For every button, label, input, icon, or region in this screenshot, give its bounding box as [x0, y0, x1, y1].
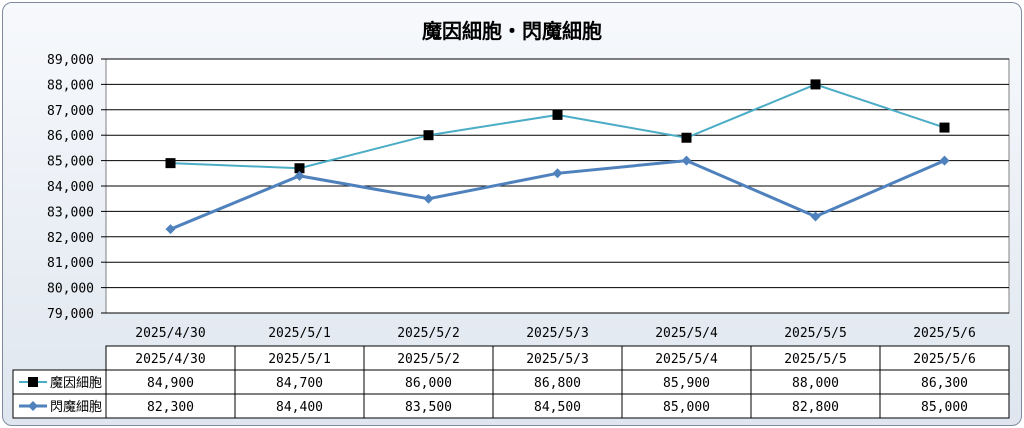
legend-label-2: 閃魔細胞 [50, 400, 102, 415]
table-header-cell: 2025/5/5 [784, 352, 847, 367]
data-point [810, 79, 821, 90]
chart-plot: 79,000 80,000 81,000 82,000 83,000 84,000 85,0… [12, 53, 1010, 419]
x-tick-label: 2025/5/3 [526, 326, 589, 341]
data-point [294, 163, 305, 174]
x-tick-label: 2025/5/1 [268, 326, 331, 341]
data-point [165, 158, 176, 169]
y-tick-label: 88,000 [47, 78, 94, 93]
table-cell: 86,800 [534, 376, 581, 391]
table-cell: 84,900 [147, 376, 194, 391]
table-header-cell: 2025/5/6 [913, 352, 976, 367]
table-cell: 82,300 [147, 400, 194, 415]
data-point [165, 224, 176, 235]
x-tick-label: 2025/5/6 [913, 326, 976, 341]
data-point [294, 170, 305, 181]
y-tick-label: 83,000 [47, 205, 94, 220]
table-cell: 84,500 [534, 400, 581, 415]
table-cell: 86,000 [405, 376, 452, 391]
data-point [552, 109, 563, 120]
y-tick-label: 89,000 [47, 53, 94, 68]
table-cell: 84,400 [276, 400, 323, 415]
table-header-cell: 2025/4/30 [135, 352, 205, 367]
x-tick-label: 2025/5/5 [784, 326, 847, 341]
y-tick-label: 87,000 [47, 104, 94, 119]
data-point [681, 132, 692, 143]
y-tick-label: 79,000 [47, 307, 94, 322]
data-point [423, 193, 434, 204]
legend-marker-1 [28, 377, 38, 387]
data-point [681, 155, 692, 166]
chart-title: 魔因細胞・閃魔細胞 [422, 19, 602, 43]
data-point [939, 122, 950, 133]
y-tick-label: 81,000 [47, 256, 94, 271]
legend-label-1: 魔因細胞 [50, 376, 102, 391]
table-cell: 85,900 [663, 376, 710, 391]
table-header-cell: 2025/5/1 [268, 352, 331, 367]
table-cell: 84,700 [276, 376, 323, 391]
data-point [939, 155, 950, 166]
table-cell: 85,000 [663, 400, 710, 415]
y-tick-label: 84,000 [47, 180, 94, 195]
table-cell: 82,800 [792, 400, 839, 415]
table-cell: 83,500 [405, 400, 452, 415]
table-header-cell: 2025/5/3 [526, 352, 589, 367]
table-header-row [105, 345, 1010, 371]
x-tick-label: 2025/4/30 [135, 326, 205, 341]
y-tick-label: 80,000 [47, 282, 94, 297]
table-header-cell: 2025/5/2 [397, 352, 460, 367]
data-point [423, 130, 434, 141]
data-point [810, 211, 821, 222]
table-cell: 86,300 [921, 376, 968, 391]
x-tick-label: 2025/5/4 [655, 326, 718, 341]
y-tick-label: 86,000 [47, 129, 94, 144]
legend-marker-2 [28, 401, 38, 411]
table-cell: 85,000 [921, 400, 968, 415]
x-tick-label: 2025/5/2 [397, 326, 460, 341]
y-tick-label: 85,000 [47, 155, 94, 170]
table-cell: 88,000 [792, 376, 839, 391]
y-tick-label: 82,000 [47, 231, 94, 246]
table-header-cell: 2025/5/4 [655, 352, 718, 367]
data-point [552, 168, 563, 179]
